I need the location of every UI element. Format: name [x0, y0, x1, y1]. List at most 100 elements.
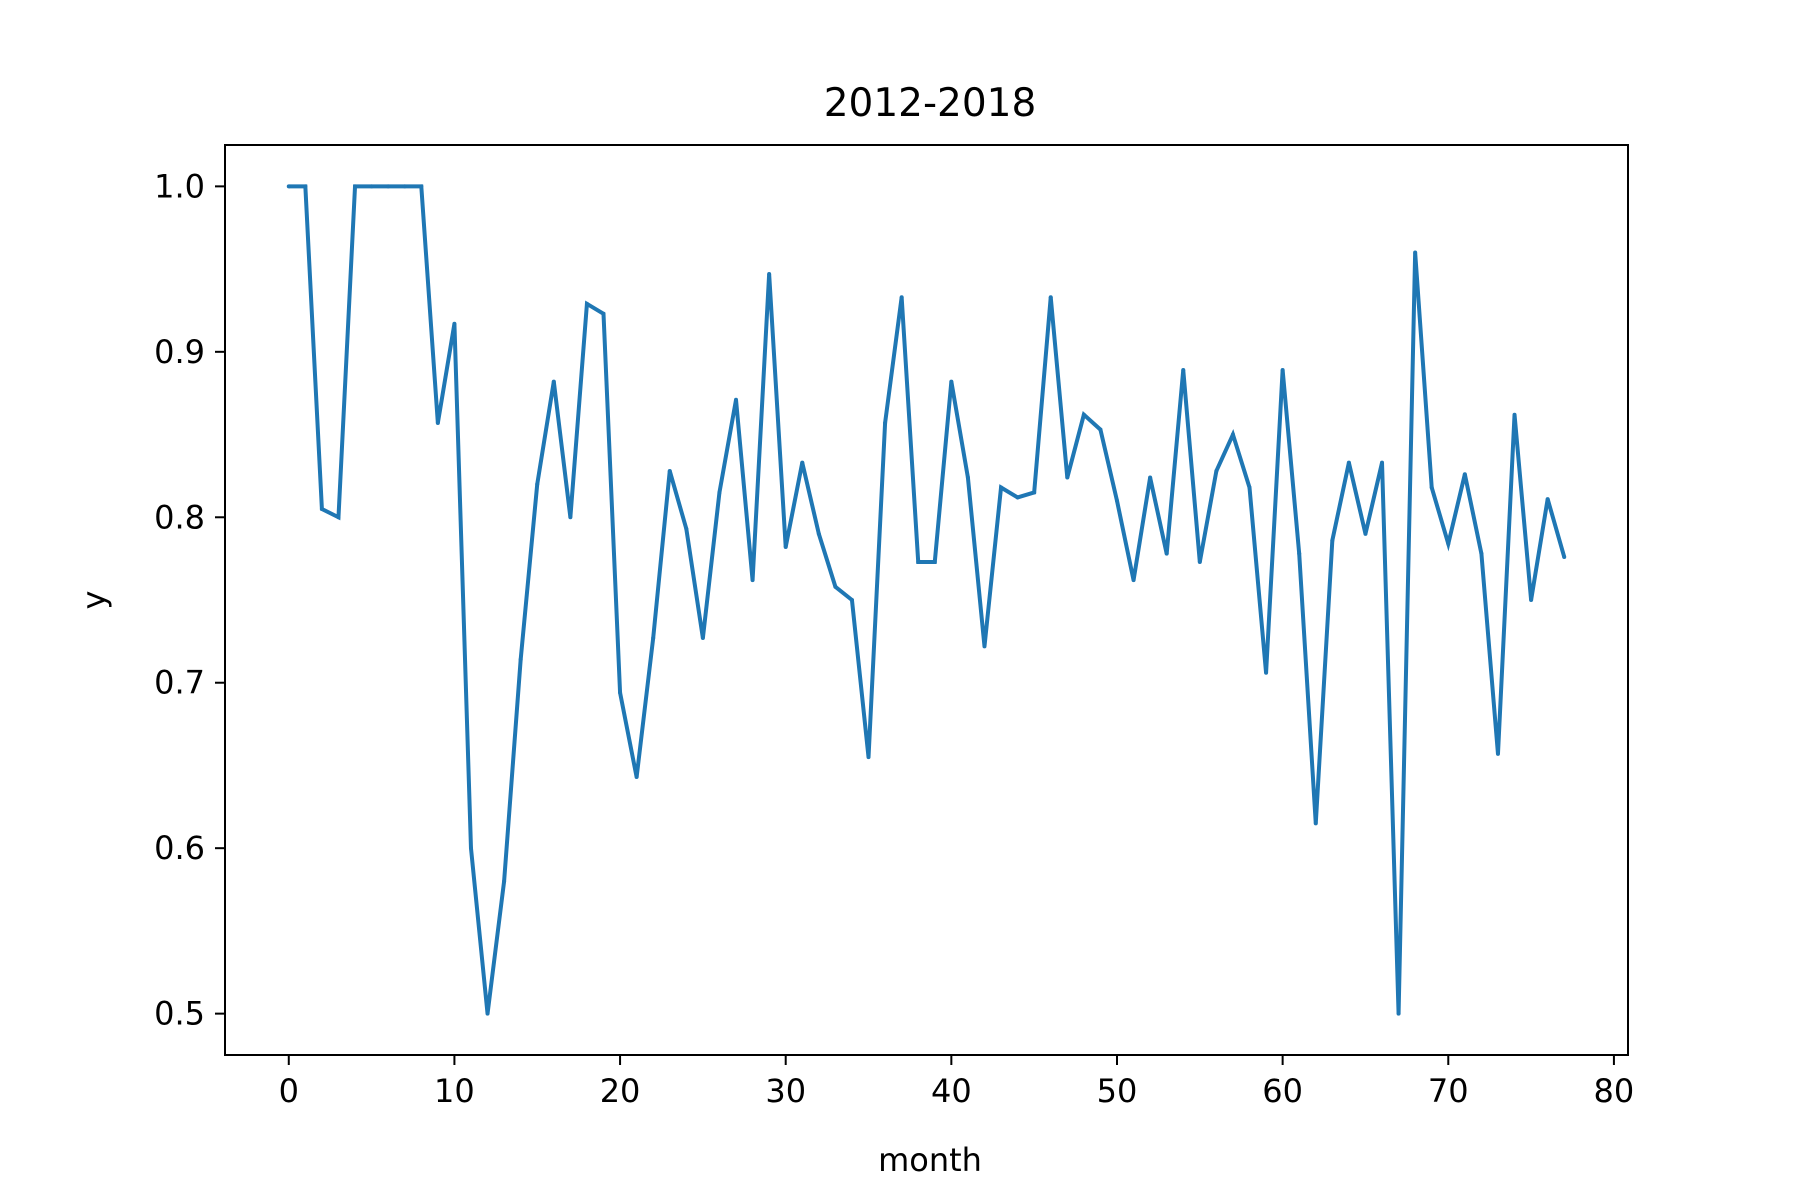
x-tick-label: 80 [1594, 1072, 1635, 1110]
y-tick-label: 1.0 [154, 167, 205, 205]
data-point [369, 184, 374, 189]
data-point [717, 490, 722, 495]
data-point [1545, 497, 1550, 502]
data-point [286, 184, 291, 189]
data-point [1280, 368, 1285, 373]
data-point [584, 301, 589, 306]
x-tick-label: 0 [279, 1072, 299, 1110]
data-point [849, 598, 854, 602]
y-tick-label: 0.7 [154, 664, 205, 702]
data-point [1346, 460, 1351, 465]
data-point [1230, 432, 1235, 437]
data-point [982, 644, 987, 649]
data-point [1446, 541, 1451, 546]
data-point [1396, 1011, 1401, 1016]
y-axis-label: y [75, 591, 113, 610]
data-point [1462, 472, 1467, 477]
data-point [1562, 554, 1567, 559]
plot-frame [224, 144, 1629, 1056]
data-point [336, 515, 341, 520]
data-point [568, 515, 573, 520]
data-point [1164, 551, 1169, 556]
x-tick-label: 40 [931, 1072, 972, 1110]
data-point [700, 636, 705, 641]
plot-area [286, 184, 1567, 1016]
y-tick-label: 0.5 [154, 995, 205, 1033]
data-point [1098, 427, 1103, 432]
data-point [866, 755, 871, 760]
data-point [1479, 551, 1484, 556]
data-point [1081, 412, 1086, 417]
data-point [353, 184, 358, 189]
x-tick-label: 70 [1428, 1072, 1469, 1110]
data-point [1297, 551, 1302, 556]
data-point [1214, 468, 1219, 473]
data-point [1015, 495, 1020, 500]
data-point [502, 879, 507, 884]
data-point [1181, 368, 1186, 373]
data-point [634, 775, 639, 780]
data-point [1313, 821, 1318, 826]
y-axis: 0.5 0.6 0.7 0.8 0.9 1.0 [154, 167, 225, 1033]
data-point [518, 657, 523, 662]
data-point [1429, 485, 1434, 490]
x-axis: 0 10 20 30 40 50 60 70 80 [279, 1055, 1635, 1110]
data-point [1065, 475, 1070, 480]
x-axis-label: month [878, 1141, 982, 1179]
data-point [916, 559, 921, 564]
data-point [684, 526, 689, 531]
data-point [1032, 490, 1037, 495]
data-point [402, 184, 407, 189]
data-point [899, 295, 904, 300]
data-point [601, 311, 606, 316]
data-point [1148, 475, 1153, 480]
data-point [319, 507, 324, 511]
x-tick-label: 20 [600, 1072, 641, 1110]
data-point [1413, 250, 1418, 255]
data-point [468, 846, 473, 851]
data-point [1495, 751, 1500, 756]
data-point [452, 321, 457, 326]
data-point [750, 578, 755, 583]
x-tick-label: 60 [1262, 1072, 1303, 1110]
y-tick-label: 0.8 [154, 498, 205, 536]
data-point [1529, 598, 1534, 602]
data-point [767, 272, 772, 277]
data-point [419, 184, 424, 189]
data-point [949, 379, 954, 384]
data-point [833, 584, 838, 589]
data-point [1131, 578, 1136, 583]
data-point [783, 545, 788, 550]
data-point [485, 1011, 490, 1016]
data-point [386, 184, 391, 189]
data-point [1330, 538, 1335, 543]
data-point [1048, 295, 1053, 300]
x-tick-label: 50 [1097, 1072, 1138, 1110]
data-point [1114, 498, 1119, 503]
data-point [535, 482, 540, 487]
data-point [1512, 412, 1517, 417]
data-point [1380, 460, 1385, 465]
data-point [303, 184, 308, 189]
data-point [734, 397, 739, 402]
y-tick-label: 0.9 [154, 333, 205, 371]
data-point [651, 636, 656, 641]
data-point [1363, 531, 1368, 536]
data-point [932, 559, 937, 564]
data-point [816, 531, 821, 536]
data-point [883, 420, 888, 425]
x-tick-label: 30 [765, 1072, 806, 1110]
data-point [1264, 670, 1269, 675]
data-point [551, 379, 556, 384]
series-line [288, 184, 1567, 1014]
data-point [435, 420, 440, 425]
data-point [618, 690, 623, 695]
y-tick-label: 0.6 [154, 829, 205, 867]
x-tick-label: 10 [434, 1072, 475, 1110]
data-point [965, 475, 970, 480]
data-point [999, 485, 1004, 490]
data-point [667, 468, 672, 473]
